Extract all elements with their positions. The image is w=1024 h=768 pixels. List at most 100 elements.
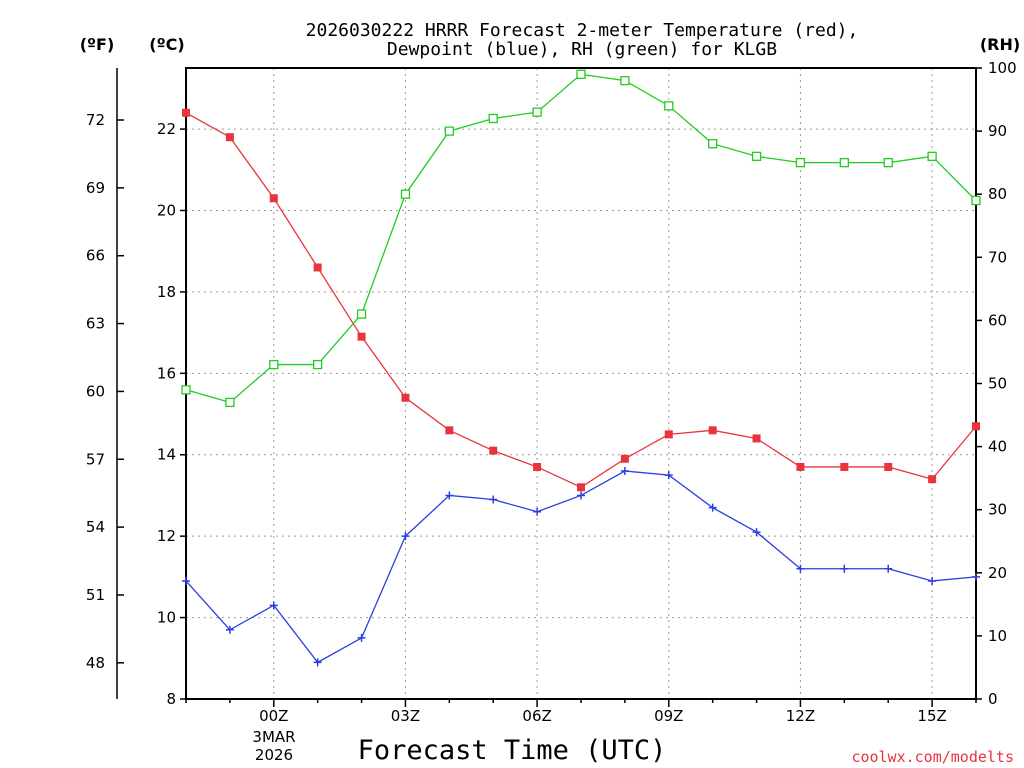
rh-tick-label: 60 [988,311,1007,329]
rh-tick-label: 70 [988,248,1007,266]
temperature-point [840,462,849,471]
dewpoint-point [225,625,234,634]
celsius-tick-label: 14 [157,446,176,464]
dewpoint-point [708,503,717,512]
rh-point [620,75,630,86]
chart-title-line1: 2026030222 HRRR Forecast 2-meter Tempera… [306,20,859,41]
rh-tick-label: 90 [988,122,1007,140]
axes: 8 10 12 14 16 18 20 22 48 51 54 57 60 63 66 69 72 0 10 20 30… [86,59,1017,725]
celsius-tick-label: 20 [157,201,176,219]
dewpoint-point [182,576,190,585]
x-tick-label: 06Z [522,707,551,725]
temperature-point [620,454,629,463]
temperature-point [313,263,322,272]
fahrenheit-tick-label: 48 [86,654,105,672]
chart-title-line2: Dewpoint (blue), RH (green) for KLGB [387,39,777,60]
rh-point [400,189,411,199]
rh-point [181,385,191,395]
dewpoint-point [620,467,629,476]
fahrenheit-axis-header: (ºF) [80,35,115,54]
rh-point [225,397,235,408]
dewpoint-point [796,564,805,573]
rh-point [532,107,542,117]
temperature-point [884,462,893,471]
date-label-year: 2026 [255,746,293,764]
temperature-point [357,332,366,341]
rh-tick-label: 0 [988,690,998,708]
rh-point [576,69,586,79]
x-axis-title: Forecast Time (UTC) [358,735,667,766]
x-tick-label: 00Z [259,707,288,725]
dewpoint-point [445,491,454,500]
fahrenheit-tick-label: 57 [86,450,105,468]
dewpoint-point [840,564,849,573]
fahrenheit-tick-label: 60 [86,382,105,400]
data-series [181,69,981,667]
celsius-axis-header: (ºC) [149,35,184,54]
dewpoint-point [313,658,322,667]
rh-tick-label: 10 [988,627,1007,645]
x-tick-label: 12Z [786,707,815,725]
temperature-series [182,108,980,492]
fahrenheit-tick-label: 72 [86,111,105,129]
rh-point [839,157,849,168]
rh-tick-label: 40 [988,438,1007,456]
rh-tick-label: 80 [988,185,1007,203]
temperature-line [185,112,977,489]
dewpoint-point [884,564,893,573]
rh-tick-label: 20 [988,564,1007,582]
rh-line [185,73,977,404]
rh-point [751,151,762,161]
rh-point [971,195,981,206]
rh-point [313,359,323,370]
rh-tick-label: 30 [988,501,1007,519]
fahrenheit-tick-label: 69 [86,179,105,197]
fahrenheit-tick-label: 63 [86,315,105,333]
dewpoint-line [185,470,977,664]
rh-point [927,151,937,161]
rh-point [356,309,367,319]
rh-point [488,113,498,124]
dewpoint-point [577,491,585,500]
dewpoint-point [928,576,937,585]
credit-link[interactable]: coolwx.com/modelts [851,748,1014,766]
celsius-tick-label: 8 [166,690,176,708]
dewpoint-point [357,633,366,642]
celsius-tick-label: 10 [157,609,176,627]
dewpoint-point [401,532,410,541]
temperature-point [489,446,498,455]
rh-point [664,101,674,111]
fahrenheit-tick-label: 51 [86,586,105,604]
rh-tick-label: 100 [988,59,1017,77]
temperature-point [445,426,454,435]
temperature-point [577,483,585,492]
rh-point [883,157,893,168]
celsius-tick-label: 22 [157,120,176,138]
temperature-point [796,462,805,471]
date-label-day: 3MAR [252,728,295,746]
x-tick-label: 15Z [917,707,946,725]
temperature-point [972,422,980,431]
dewpoint-series [182,467,980,667]
temperature-point [752,434,761,443]
temperature-point [533,462,542,471]
temperature-point [269,194,278,203]
celsius-tick-label: 18 [157,283,176,301]
rh-point [708,139,718,149]
temperature-point [401,393,410,402]
temperature-point [708,426,717,435]
fahrenheit-tick-label: 66 [86,247,105,265]
rh-point [795,157,806,168]
dewpoint-point [489,495,498,504]
dewpoint-point [664,471,673,480]
rh-series [181,69,981,408]
celsius-tick-label: 12 [157,527,176,545]
temperature-point [225,133,234,142]
x-tick-label: 03Z [391,707,420,725]
dewpoint-point [972,572,980,581]
dewpoint-point [269,601,278,610]
dewpoint-point [533,507,542,516]
rh-point [444,126,454,136]
